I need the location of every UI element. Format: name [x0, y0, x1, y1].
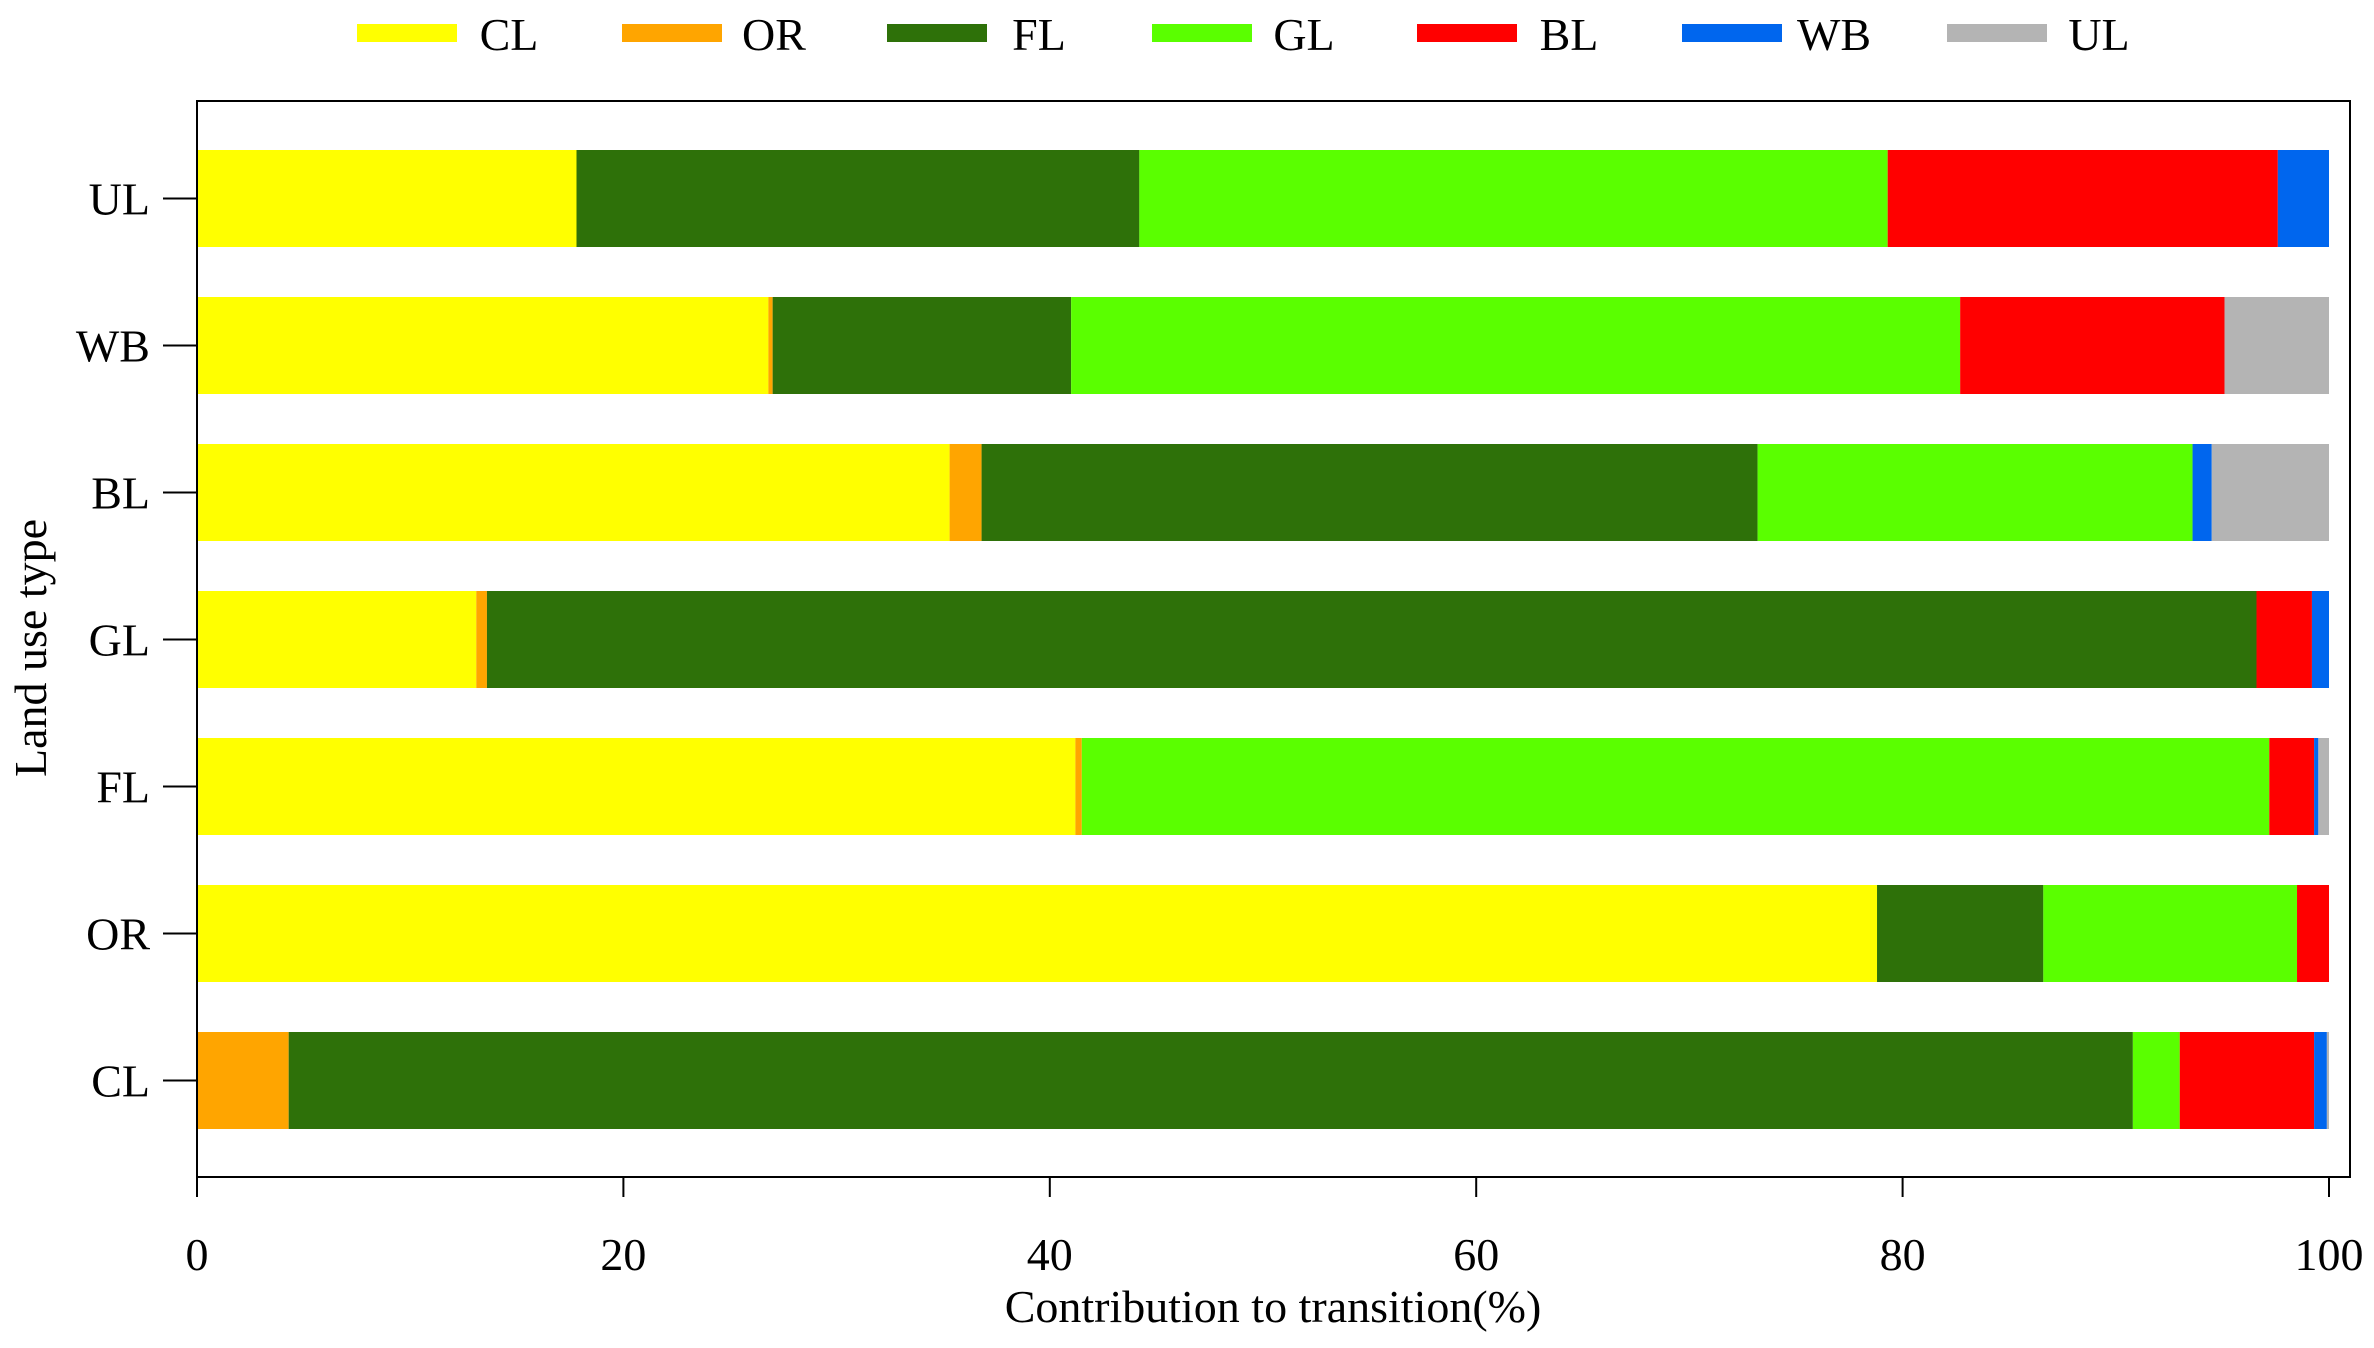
bar-segment-ul-cl	[197, 150, 577, 247]
bar-segment-cl-fl	[288, 1032, 2133, 1129]
bar-segment-bl-wb	[2192, 444, 2212, 541]
legend-label: FL	[1012, 9, 1066, 60]
bar-segment-wb-or	[768, 297, 773, 394]
chart-legend: CL OR FL GL BL WB UL	[357, 9, 2130, 60]
bar-segment-gl-fl	[486, 591, 2257, 688]
legend-label: OR	[742, 9, 806, 60]
y-axis: UL WB BL GL FL OR CL	[76, 174, 197, 1107]
bar-segment-cl-wb	[2314, 1032, 2327, 1129]
bar-segment-ul-wb	[2277, 150, 2329, 247]
bar-segment-fl-ul	[2318, 738, 2329, 835]
x-tick-label: 40	[1027, 1229, 1073, 1280]
legend-label: GL	[1273, 9, 1334, 60]
bar-segment-ul-gl	[1139, 150, 1888, 247]
legend-item-bl: BL	[1417, 9, 1598, 60]
y-axis-title: Land use type	[5, 519, 56, 777]
x-tick-label: 100	[2295, 1229, 2364, 1280]
x-tick-label: 80	[1880, 1229, 1926, 1280]
bar-segment-wb-gl	[1071, 297, 1961, 394]
y-tick-label: UL	[89, 174, 150, 225]
legend-item-gl: GL	[1152, 9, 1335, 60]
legend-swatch	[357, 24, 457, 42]
bar-segment-fl-or	[1075, 738, 1082, 835]
bar-segment-gl-or	[476, 591, 487, 688]
bar-segment-wb-cl	[197, 297, 769, 394]
x-axis-title: Contribution to transition(%)	[1005, 1281, 1542, 1332]
bar-segment-wb-bl	[1960, 297, 2225, 394]
legend-label: CL	[480, 9, 539, 60]
bar-segment-gl-bl	[2256, 591, 2312, 688]
legend-label: WB	[1797, 9, 1871, 60]
bar-segment-gl-cl	[197, 591, 477, 688]
legend-swatch	[1417, 24, 1517, 42]
x-axis: 0 20 40 60 80 100	[186, 1176, 2364, 1280]
legend-swatch	[1947, 24, 2047, 42]
bar-segment-bl-ul	[2211, 444, 2329, 541]
bar-segment-wb-fl	[772, 297, 1072, 394]
bar-segment-bl-or	[949, 444, 982, 541]
legend-item-or: OR	[622, 9, 806, 60]
y-tick-label: CL	[91, 1056, 150, 1107]
bar-segment-wb-ul	[2224, 297, 2329, 394]
bar-segment-fl-bl	[2269, 738, 2315, 835]
x-tick-label: 0	[186, 1229, 209, 1280]
bar-segment-bl-cl	[197, 444, 950, 541]
bar-segment-ul-fl	[576, 150, 1140, 247]
legend-label: UL	[2068, 9, 2129, 60]
bar-segment-cl-gl	[2132, 1032, 2180, 1129]
bar-segment-cl-bl	[2179, 1032, 2315, 1129]
bar-segment-or-bl	[2297, 885, 2329, 982]
x-tick-label: 60	[1453, 1229, 1499, 1280]
legend-item-ul: UL	[1947, 9, 2130, 60]
y-tick-label: OR	[86, 909, 150, 960]
legend-item-cl: CL	[357, 9, 538, 60]
bar-segment-cl-ul	[2326, 1032, 2329, 1129]
legend-swatch	[1152, 24, 1252, 42]
chart-bars	[197, 150, 2329, 1129]
y-tick-label: GL	[89, 615, 150, 666]
y-tick-label: WB	[76, 321, 150, 372]
legend-item-wb: WB	[1682, 9, 1871, 60]
bar-segment-cl-or	[197, 1032, 289, 1129]
bar-segment-or-fl	[1877, 885, 2044, 982]
x-tick-label: 20	[600, 1229, 646, 1280]
bar-segment-fl-gl	[1081, 738, 2270, 835]
bar-segment-or-gl	[2043, 885, 2298, 982]
legend-label: BL	[1540, 9, 1599, 60]
y-tick-label: BL	[91, 468, 150, 519]
legend-swatch	[622, 24, 722, 42]
legend-swatch	[887, 24, 987, 42]
legend-item-fl: FL	[887, 9, 1066, 60]
bar-segment-fl-cl	[197, 738, 1076, 835]
bar-segment-ul-bl	[1887, 150, 2278, 247]
bar-segment-bl-gl	[1757, 444, 2193, 541]
bar-segment-bl-fl	[981, 444, 1758, 541]
bar-segment-or-cl	[197, 885, 1878, 982]
bar-segment-fl-wb	[2314, 738, 2319, 835]
legend-swatch	[1682, 24, 1782, 42]
bar-segment-gl-wb	[2311, 591, 2329, 688]
y-tick-label: FL	[96, 762, 150, 813]
